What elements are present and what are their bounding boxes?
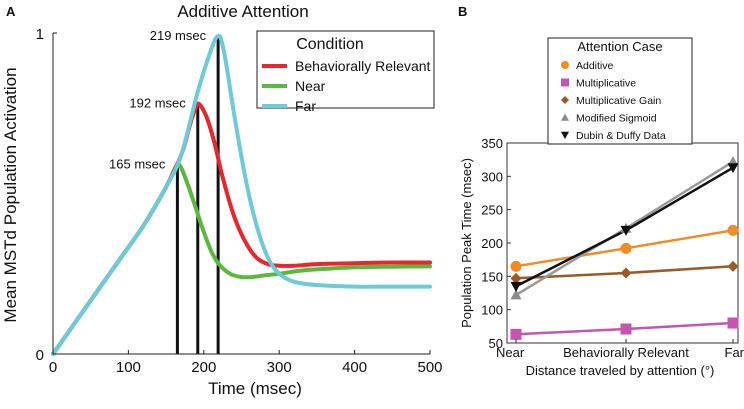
legend-label-dubin-duffy-data: Dubin & Duffy Data: [576, 130, 666, 142]
legend-label-multiplicative-gain: Multiplicative Gain: [576, 95, 661, 107]
x-axis: 0 100 200 300 400 500: [49, 350, 443, 376]
chart-a-title: Additive Attention: [177, 2, 308, 21]
y-tick-label: 300: [481, 169, 503, 184]
data-point-multiplicative: [727, 317, 739, 329]
x-tick-label: 500: [417, 359, 442, 376]
x-axis-label: Distance traveled by attention (°): [526, 363, 715, 378]
x-tick-label: 100: [116, 359, 141, 376]
data-point-multiplicative: [510, 328, 522, 340]
y-tick-label: 250: [481, 203, 503, 218]
data-point-multiplicative: [620, 323, 632, 335]
x-tick-label: 200: [191, 359, 216, 376]
legend-label-far: Far: [295, 98, 316, 114]
data-point-additive: [727, 224, 739, 236]
x-tick-label: 300: [267, 359, 292, 376]
peak-lines: 165 msec 192 msec 219 msec: [109, 28, 220, 354]
data-point-multiplicative-gain: [620, 267, 632, 279]
x-tick-label: 400: [342, 359, 367, 376]
legend-title: Condition: [296, 36, 364, 53]
y-axis: 01: [36, 26, 57, 364]
panel-a-chart: Additive Attention 165 msec 192 msec 219 m…: [1, 2, 443, 398]
series-line-near: [51, 162, 432, 356]
y-tick-label: 50: [489, 336, 503, 351]
y-tick-label: 100: [481, 303, 503, 318]
legend-marker-additive: [561, 61, 569, 69]
legend-title: Attention Case: [577, 39, 662, 54]
panel-b-label: B: [458, 4, 467, 19]
x-tick-label: Near: [496, 345, 525, 360]
x-axis: Near Behaviorally Relevant Far: [496, 339, 744, 360]
peak-label-165: 165 msec: [109, 157, 166, 172]
data-point-multiplicative-gain: [727, 260, 739, 272]
x-axis-label: Time (msec): [208, 379, 302, 398]
y-tick-label: 1: [36, 26, 44, 43]
legend: Condition Behaviorally Relevant Near Far: [256, 30, 435, 114]
y-tick-label: 0: [36, 347, 44, 364]
x-tick-label: 0: [49, 359, 57, 376]
series-line-far: [51, 33, 432, 356]
data-point-multiplicative-gain: [510, 272, 522, 284]
legend-label-behaviorally-relevant: Behaviorally Relevant: [295, 58, 431, 74]
legend-marker-modified-sigmoid: [561, 113, 569, 121]
plot-frame: [506, 142, 739, 344]
y-tick-label: 200: [481, 236, 503, 251]
series-lines: [51, 33, 432, 356]
data-point-dubin-duffy-data: [620, 225, 632, 236]
series-line-behaviorally-relevant: [51, 101, 432, 356]
legend-label-modified-sigmoid: Modified Sigmoid: [576, 113, 657, 125]
y-tick-label: 350: [481, 136, 503, 151]
y-tick-label: 150: [481, 269, 503, 284]
legend-label-near: Near: [295, 78, 326, 94]
x-tick-label: Far: [725, 345, 744, 360]
legend-marker-multiplicative-gain: [561, 96, 569, 104]
y-axis-label: Mean MSTd Population Activation: [1, 67, 20, 322]
data-point-modified-sigmoid: [510, 289, 522, 300]
x-tick-label: Behaviorally Relevant: [563, 345, 689, 360]
legend-label-multiplicative: Multiplicative: [576, 78, 636, 90]
legend: Attention Case Additive Multiplicative Mul…: [547, 37, 693, 145]
y-axis-label: Population Peak Time (msec): [459, 158, 474, 328]
data-point-dubin-duffy-data: [510, 281, 522, 292]
legend-box: [547, 37, 693, 145]
legend-label-additive: Additive: [576, 60, 614, 72]
data-point-dubin-duffy-data: [727, 163, 739, 174]
peak-label-192: 192 msec: [129, 96, 186, 111]
panel-a-label: A: [6, 4, 16, 19]
peak-label-219: 219 msec: [150, 28, 207, 43]
legend-box: [256, 30, 435, 109]
data-point-additive: [620, 242, 632, 254]
data-point-additive: [510, 260, 522, 272]
y-axis: 50 100 150 200 250 300 350: [481, 136, 511, 351]
legend-marker-dubin-duffy-data: [561, 131, 569, 139]
series-markers: [510, 156, 739, 340]
panel-b-chart: 50 100 150 200 250 300 350 Near Behaviorally Re…: [459, 37, 744, 378]
legend-marker-multiplicative: [561, 78, 569, 87]
